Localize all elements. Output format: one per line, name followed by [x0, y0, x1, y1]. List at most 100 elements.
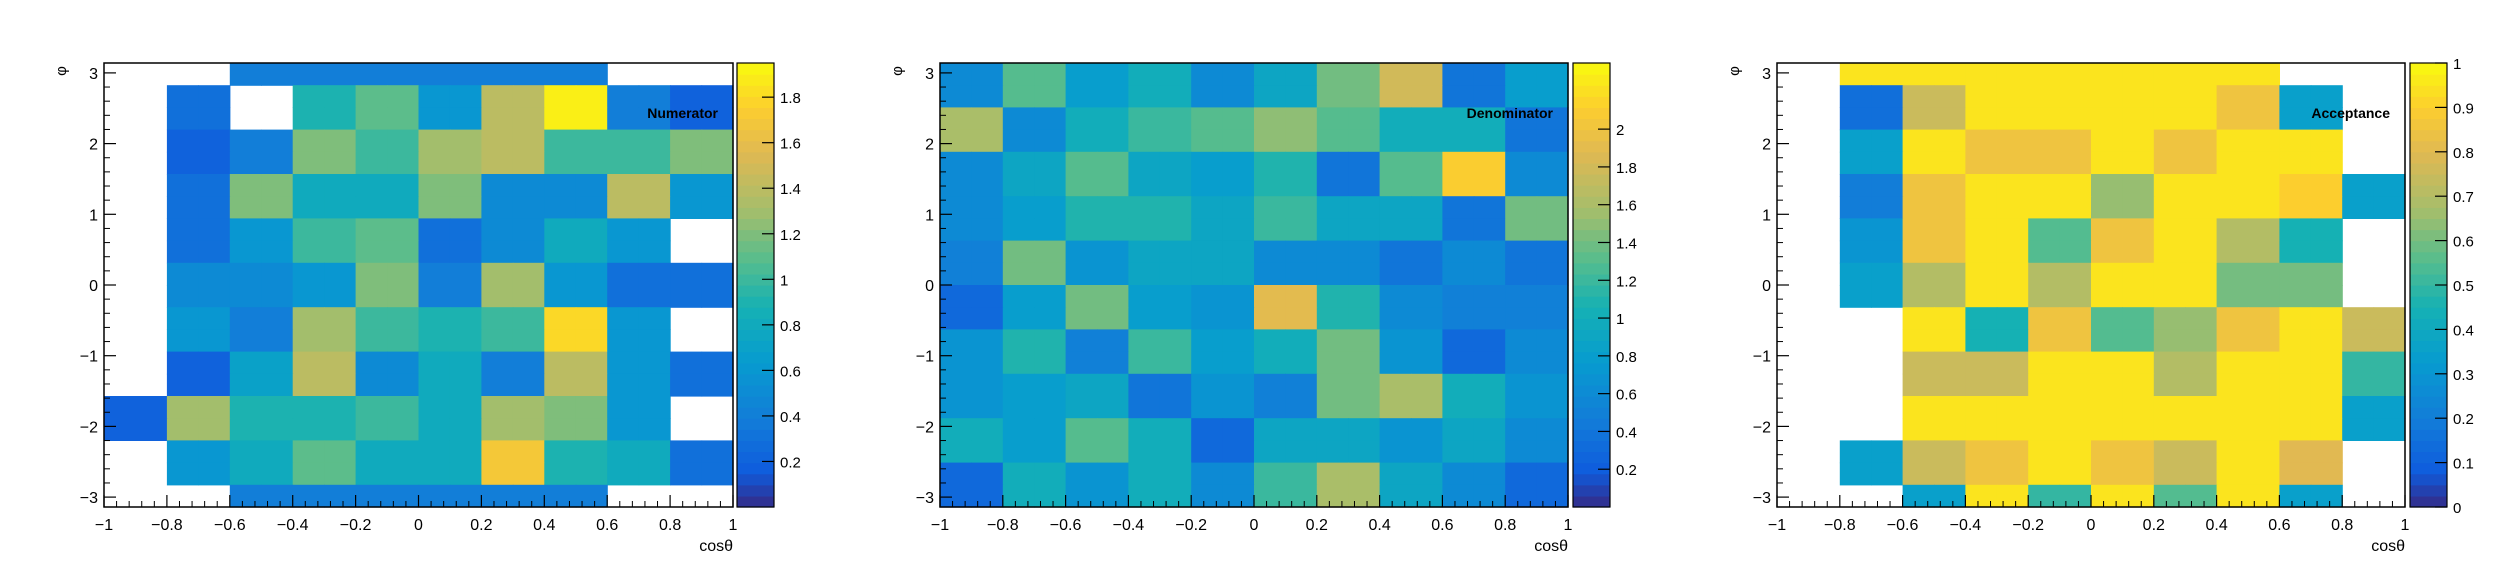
palette-band: [1573, 296, 1610, 308]
palette-band: [1573, 129, 1610, 142]
heatmap-cell: [1222, 129, 1255, 153]
heatmap-cell: [2153, 196, 2186, 219]
palette-band: [1573, 340, 1610, 353]
heatmap-cell: [2028, 262, 2061, 286]
palette-band: [1573, 418, 1610, 430]
heatmap-cell: [2091, 285, 2123, 308]
heatmap-cell: [355, 440, 388, 464]
heatmap-cell: [1871, 174, 1904, 197]
heatmap-cell: [198, 151, 231, 175]
heatmap-cell: [2059, 396, 2092, 419]
heatmap-cell: [1411, 351, 1443, 375]
heatmap-cell: [2153, 373, 2186, 397]
heatmap-cell: [1536, 262, 1569, 286]
palette-band: [2410, 362, 2447, 375]
palette-band: [2410, 384, 2447, 397]
palette-band: [1573, 285, 1610, 297]
x-tick-label: −0.4: [277, 517, 309, 534]
palette-band: [2410, 107, 2447, 120]
heatmap-cell: [1159, 440, 1192, 464]
heatmap-cell: [1065, 285, 1098, 308]
heatmap-cell: [1065, 196, 1098, 219]
heatmap-cell: [2248, 484, 2280, 508]
heatmap-cell: [971, 262, 1004, 286]
heatmap-cell: [1316, 484, 1349, 508]
heatmap-cell: [2028, 129, 2061, 153]
palette-tick-label: 0.2: [780, 454, 801, 471]
heatmap-cell: [1411, 63, 1443, 86]
heatmap-cell: [1965, 262, 1998, 286]
palette-band: [2410, 329, 2447, 342]
heatmap-cell: [2059, 351, 2092, 375]
heatmap-cell: [971, 129, 1004, 153]
heatmap-cell: [1965, 218, 1998, 242]
heatmap-cell: [449, 240, 482, 264]
heatmap-cell: [2059, 151, 2092, 175]
heatmap-cell: [2028, 196, 2061, 219]
heatmap-cell: [1285, 218, 1318, 242]
heatmap-cell: [1191, 396, 1224, 419]
y-tick-label: 0: [1762, 278, 1771, 295]
heatmap-cell: [1316, 373, 1349, 397]
heatmap-cell: [1348, 462, 1381, 486]
palette-band: [737, 118, 774, 131]
palette-band: [737, 107, 774, 120]
heatmap-cell: [2342, 396, 2375, 419]
heatmap-panel-3: −1 −0.8 −0.6 −0.4 −0.2 0 0.2 0.4 0.6 0.8 1 −3 −2 −1 0 1…: [1726, 56, 2474, 555]
x-axis-title: cosθ: [1534, 538, 1568, 555]
heatmap-cell: [1254, 240, 1286, 264]
heatmap-cell: [1316, 307, 1349, 330]
palette-tick-label: 1.8: [780, 90, 801, 107]
heatmap-cell: [701, 285, 734, 308]
heatmap-cell: [1871, 240, 1904, 264]
heatmap-cell: [2216, 218, 2249, 242]
heatmap-cell: [544, 63, 577, 86]
heatmap-cell: [1839, 196, 1872, 219]
palette-band: [2410, 207, 2447, 219]
heatmap-cell: [1839, 218, 1872, 242]
heatmap-cell: [1839, 85, 1872, 108]
heatmap-cell: [324, 63, 357, 86]
heatmap-cell: [2122, 240, 2155, 264]
heatmap-cell: [1285, 151, 1318, 175]
heatmap-cell: [2216, 174, 2249, 197]
palette-tick-label: 0.6: [1616, 387, 1637, 404]
x-tick-label: −0.8: [1824, 517, 1856, 534]
heatmap-cell: [1536, 240, 1569, 264]
heatmap-cell: [1159, 262, 1192, 286]
palette-band: [1573, 407, 1610, 419]
heatmap-cell: [701, 107, 734, 131]
heatmap-cell: [1411, 440, 1443, 464]
heatmap-cell: [2310, 262, 2343, 286]
x-tick-label: 0.8: [1494, 517, 1516, 534]
palette-band: [1573, 362, 1610, 375]
heatmap-cell: [670, 285, 703, 308]
heatmap-cell: [2279, 484, 2312, 508]
heatmap-cell: [1442, 484, 1475, 508]
heatmap-cell: [575, 440, 608, 464]
heatmap-cell: [2153, 218, 2186, 242]
heatmap-cell: [607, 129, 640, 153]
heatmap-cell: [1965, 329, 1998, 353]
heatmap-cell: [1965, 418, 1998, 441]
heatmap-cell: [166, 85, 199, 108]
heatmap-cell: [1379, 85, 1412, 108]
heatmap-cell: [1254, 418, 1286, 441]
heatmap-cell: [2248, 440, 2280, 464]
heatmap-cell: [2216, 329, 2249, 353]
heatmap-cell: [355, 351, 388, 375]
palette-band: [1573, 207, 1610, 219]
heatmap-cell: [1379, 307, 1412, 330]
palette-band: [737, 240, 774, 253]
heatmap-cell: [324, 329, 357, 353]
heatmap-cell: [1442, 218, 1475, 242]
heatmap-cell: [292, 396, 325, 419]
heatmap-cell: [292, 262, 325, 286]
heatmap-cell: [418, 240, 451, 264]
heatmap-cell: [1159, 129, 1192, 153]
heatmap-cell: [607, 196, 640, 219]
heatmap-cell: [1379, 174, 1412, 197]
heatmap-cell: [1934, 440, 1966, 464]
heatmap-cell: [971, 240, 1004, 264]
heatmap-cell: [229, 396, 262, 419]
